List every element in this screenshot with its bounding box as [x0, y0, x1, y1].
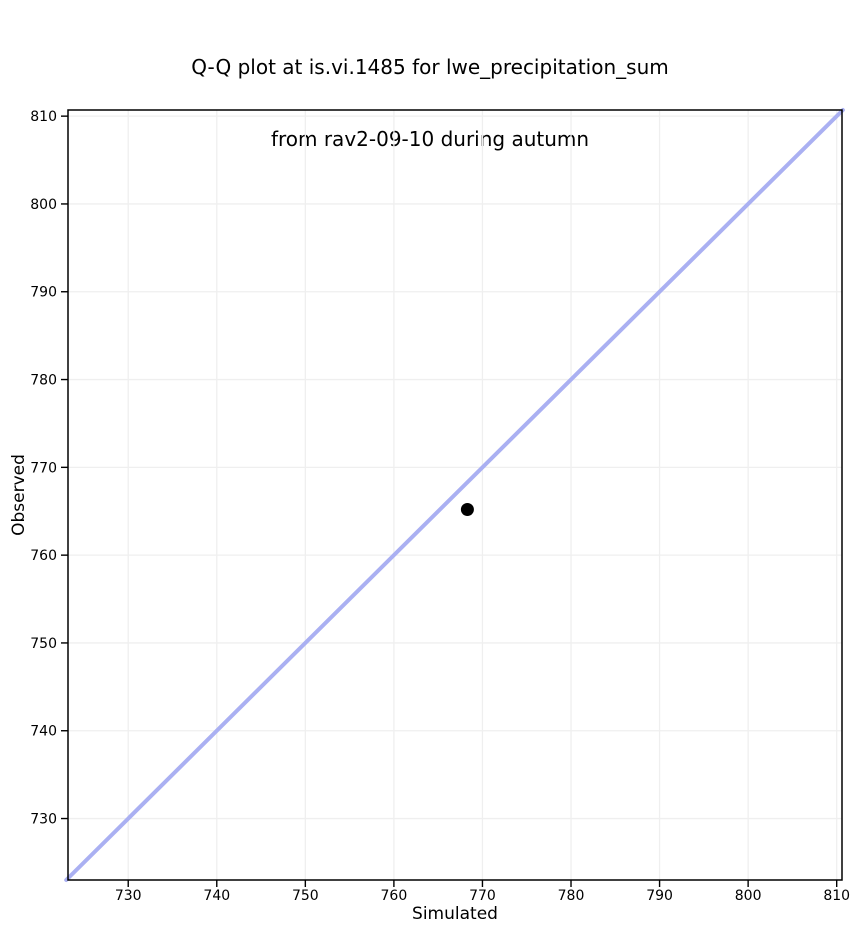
x-tick-label: 740	[203, 888, 230, 904]
y-tick-label: 730	[30, 812, 57, 828]
x-tick-label: 760	[381, 888, 408, 904]
x-tick-label: 790	[646, 888, 673, 904]
y-tick-label: 810	[30, 109, 57, 125]
plot-border	[67, 109, 843, 881]
y-axis-label: Observed	[9, 454, 29, 536]
data-point	[460, 502, 474, 516]
x-tick-label: 800	[735, 888, 762, 904]
x-tick-label: 730	[115, 888, 142, 904]
plot-title-line1: Q-Q plot at is.vi.1485 for lwe_precipita…	[191, 55, 669, 79]
y-tick-label: 770	[30, 460, 57, 476]
y-tick-label: 750	[30, 636, 57, 652]
x-axis-label: Simulated	[412, 904, 498, 924]
y-tick-label: 760	[30, 548, 57, 564]
x-tick-label: 780	[558, 888, 585, 904]
y-tick-label: 790	[30, 285, 57, 301]
y-tick-label: 740	[30, 724, 57, 740]
identity-line	[64, 108, 845, 882]
y-tick-label: 780	[30, 373, 57, 389]
x-tick-label: 770	[469, 888, 496, 904]
plot-title-line2: from rav2-09-10 during autumn	[270, 127, 590, 151]
x-tick-label: 750	[292, 888, 319, 904]
y-tick-label: 800	[30, 197, 57, 213]
plot-title: Q-Q plot at is.vi.1485 for lwe_precipita…	[0, 7, 860, 199]
x-tick-label: 810	[823, 888, 850, 904]
